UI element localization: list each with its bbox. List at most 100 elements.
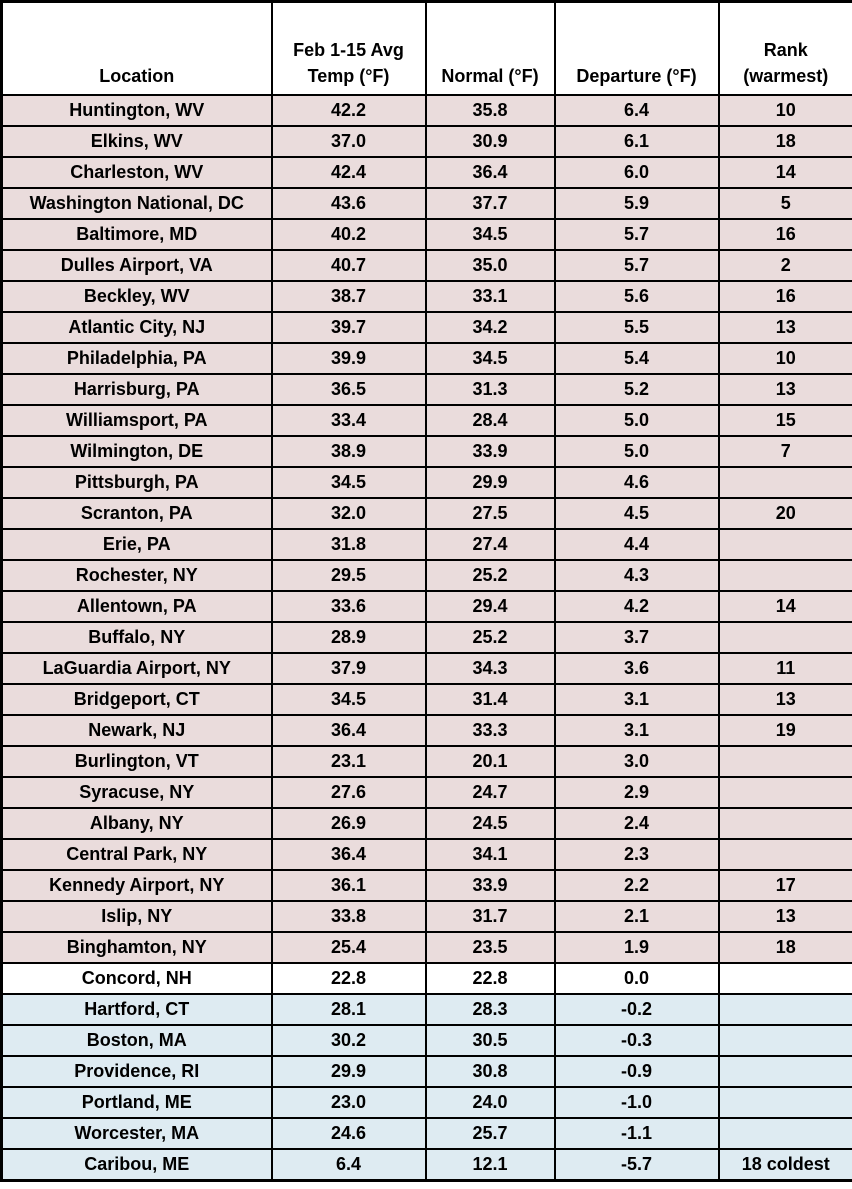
table-row: Bridgeport, CT 34.5 31.4 3.1 13 xyxy=(0,683,852,716)
cell-location: Syracuse, NY xyxy=(0,776,273,809)
cell-normal: 27.5 xyxy=(424,497,556,530)
cell-normal: 31.3 xyxy=(424,373,556,406)
cell-rank xyxy=(717,528,852,561)
cell-rank: 14 xyxy=(717,156,852,189)
cell-rank xyxy=(717,621,852,654)
col-header-normal-label: Normal (°F) xyxy=(441,65,539,86)
cell-location: Rochester, NY xyxy=(0,559,273,592)
table-row: Huntington, WV 42.2 35.8 6.4 10 xyxy=(0,94,852,127)
cell-normal: 22.8 xyxy=(424,962,556,995)
cell-departure: 3.6 xyxy=(553,652,720,685)
cell-departure: 5.0 xyxy=(553,404,720,437)
cell-departure: 4.4 xyxy=(553,528,720,561)
cell-departure: 5.2 xyxy=(553,373,720,406)
table-row: Hartford, CT 28.1 28.3 -0.2 xyxy=(0,993,852,1026)
cell-location: Islip, NY xyxy=(0,900,273,933)
cell-avg-temp: 39.9 xyxy=(270,342,427,375)
table-row: Rochester, NY 29.5 25.2 4.3 xyxy=(0,559,852,592)
cell-avg-temp: 38.7 xyxy=(270,280,427,313)
cell-rank: 14 xyxy=(717,590,852,623)
cell-rank xyxy=(717,559,852,592)
cell-location: Concord, NH xyxy=(0,962,273,995)
cell-rank xyxy=(717,838,852,871)
cell-normal: 34.1 xyxy=(424,838,556,871)
cell-normal: 27.4 xyxy=(424,528,556,561)
cell-rank xyxy=(717,1086,852,1119)
cell-rank: 16 xyxy=(717,218,852,251)
col-header-departure: Departure (°F) xyxy=(553,0,720,96)
table-row: Pittsburgh, PA 34.5 29.9 4.6 xyxy=(0,466,852,499)
cell-location: Kennedy Airport, NY xyxy=(0,869,273,902)
cell-rank: 11 xyxy=(717,652,852,685)
cell-rank: 15 xyxy=(717,404,852,437)
cell-departure: 2.4 xyxy=(553,807,720,840)
cell-rank xyxy=(717,807,852,840)
cell-rank: 17 xyxy=(717,869,852,902)
cell-location: Albany, NY xyxy=(0,807,273,840)
table-row: Atlantic City, NJ 39.7 34.2 5.5 13 xyxy=(0,311,852,344)
table-row: Baltimore, MD 40.2 34.5 5.7 16 xyxy=(0,218,852,251)
cell-avg-temp: 37.9 xyxy=(270,652,427,685)
table-row: Williamsport, PA 33.4 28.4 5.0 15 xyxy=(0,404,852,437)
cell-rank xyxy=(717,962,852,995)
col-header-location-label: Location xyxy=(99,65,175,86)
cell-rank: 16 xyxy=(717,280,852,313)
cell-departure: 5.0 xyxy=(553,435,720,468)
cell-departure: 2.3 xyxy=(553,838,720,871)
table-row: Binghamton, NY 25.4 23.5 1.9 18 xyxy=(0,931,852,964)
cell-location: Allentown, PA xyxy=(0,590,273,623)
cell-rank xyxy=(717,993,852,1026)
cell-rank: 13 xyxy=(717,311,852,344)
cell-rank: 20 xyxy=(717,497,852,530)
col-header-departure-label: Departure (°F) xyxy=(576,65,697,86)
cell-avg-temp: 34.5 xyxy=(270,466,427,499)
cell-avg-temp: 29.9 xyxy=(270,1055,427,1088)
cell-avg-temp: 36.5 xyxy=(270,373,427,406)
cell-rank: 19 xyxy=(717,714,852,747)
cell-avg-temp: 40.7 xyxy=(270,249,427,282)
table-body: Huntington, WV 42.2 35.8 6.4 10 Elkins, … xyxy=(0,94,852,1182)
cell-normal: 28.4 xyxy=(424,404,556,437)
cell-departure: -5.7 xyxy=(553,1148,720,1182)
cell-avg-temp: 23.0 xyxy=(270,1086,427,1119)
cell-normal: 34.5 xyxy=(424,342,556,375)
cell-departure: 6.4 xyxy=(553,94,720,127)
cell-location: Portland, ME xyxy=(0,1086,273,1119)
cell-avg-temp: 36.4 xyxy=(270,838,427,871)
cell-rank: 2 xyxy=(717,249,852,282)
cell-normal: 30.8 xyxy=(424,1055,556,1088)
cell-normal: 36.4 xyxy=(424,156,556,189)
cell-location: Burlington, VT xyxy=(0,745,273,778)
table-row: Central Park, NY 36.4 34.1 2.3 xyxy=(0,838,852,871)
cell-departure: 3.1 xyxy=(553,714,720,747)
table-row: Providence, RI 29.9 30.8 -0.9 xyxy=(0,1055,852,1088)
cell-avg-temp: 27.6 xyxy=(270,776,427,809)
cell-normal: 33.1 xyxy=(424,280,556,313)
cell-avg-temp: 24.6 xyxy=(270,1117,427,1150)
col-header-avg-temp-line2: Temp (°F) xyxy=(307,65,390,86)
cell-normal: 20.1 xyxy=(424,745,556,778)
cell-location: Worcester, MA xyxy=(0,1117,273,1150)
cell-location: Providence, RI xyxy=(0,1055,273,1088)
table-row: Burlington, VT 23.1 20.1 3.0 xyxy=(0,745,852,778)
cell-avg-temp: 22.8 xyxy=(270,962,427,995)
cell-location: Boston, MA xyxy=(0,1024,273,1057)
cell-normal: 34.5 xyxy=(424,218,556,251)
cell-rank xyxy=(717,1055,852,1088)
cell-location: Erie, PA xyxy=(0,528,273,561)
cell-departure: 2.1 xyxy=(553,900,720,933)
cell-location: Caribou, ME xyxy=(0,1148,273,1182)
col-header-avg-temp-line1: Feb 1-15 Avg xyxy=(293,39,404,60)
cell-location: Binghamton, NY xyxy=(0,931,273,964)
cell-avg-temp: 37.0 xyxy=(270,125,427,158)
cell-location: Scranton, PA xyxy=(0,497,273,530)
cell-normal: 28.3 xyxy=(424,993,556,1026)
cell-departure: 4.2 xyxy=(553,590,720,623)
col-header-avg-temp: Feb 1-15 Avg Temp (°F) xyxy=(270,0,427,96)
cell-avg-temp: 26.9 xyxy=(270,807,427,840)
cell-departure: 6.0 xyxy=(553,156,720,189)
cell-rank xyxy=(717,776,852,809)
cell-rank xyxy=(717,745,852,778)
